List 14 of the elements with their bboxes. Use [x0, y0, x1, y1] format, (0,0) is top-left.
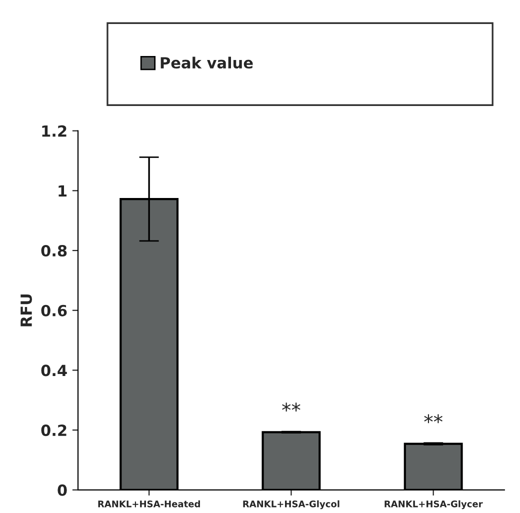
- y-axis-title: RFU: [20, 294, 32, 326]
- y-tick-label: 0.2: [41, 424, 66, 436]
- y-tick-label: 0: [58, 484, 67, 496]
- y-tick-label: 0.8: [41, 244, 67, 257]
- x-tick-label: RANKL+HSA-Glycer: [384, 500, 483, 510]
- x-tick-label: RANKL+HSA-Glycol: [243, 500, 340, 510]
- y-tick-label: 0.4: [41, 364, 67, 376]
- annotation: **: [282, 402, 300, 412]
- y-tick-label: 1: [58, 185, 67, 196]
- legend-label: Peak value: [160, 56, 253, 69]
- annotation: **: [424, 414, 442, 424]
- x-tick-label: RANKL+HSA-Heated: [98, 500, 200, 508]
- y-tick-label: 1.2: [42, 125, 66, 137]
- y-tick-label: 0.6: [41, 304, 67, 316]
